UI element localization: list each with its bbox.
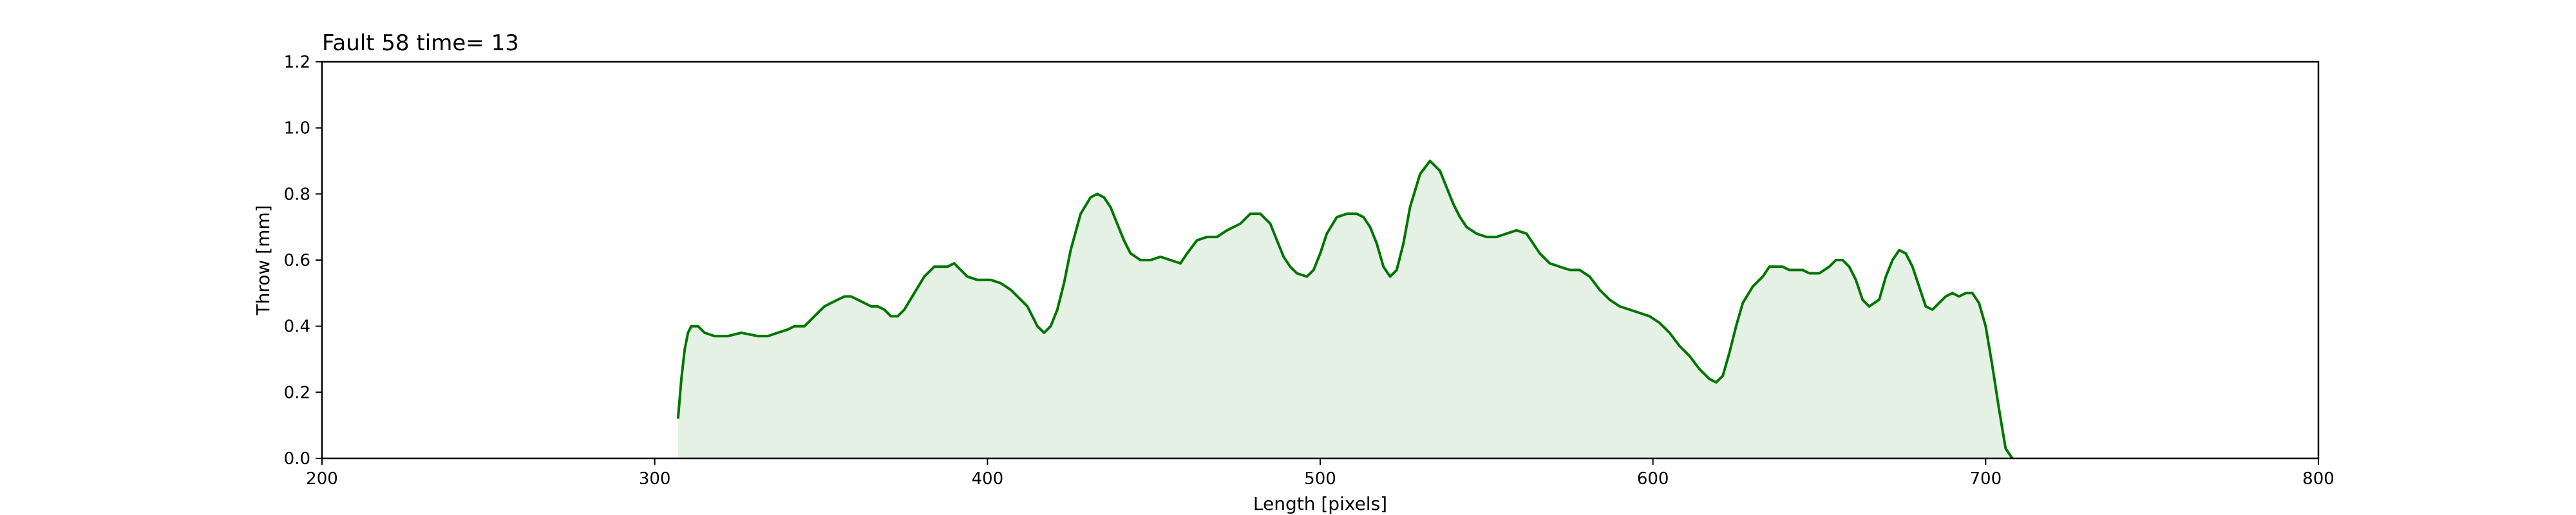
y-tick-label: 0.0: [284, 449, 310, 469]
axis-ticks: 200 300 400 500 600 700 800 0.0 0.2 0.4 0.6 0.8 1.0 1…: [284, 53, 2334, 489]
throw-area-fill: [677, 161, 2012, 458]
x-axis-label: Length [pixels]: [1253, 493, 1387, 514]
y-tick-label: 1.0: [284, 119, 310, 138]
x-tick-label: 200: [306, 469, 338, 489]
y-tick-label: 0.8: [284, 185, 310, 204]
y-tick-label: 0.6: [284, 251, 310, 270]
x-tick-label: 400: [972, 469, 1004, 489]
x-tick-label: 700: [1970, 469, 2002, 489]
x-tick-label: 800: [2302, 469, 2334, 489]
throw-series-line: [676, 160, 2014, 460]
x-tick-label: 600: [1637, 469, 1669, 489]
plot-area: [676, 160, 2014, 460]
y-axis-label: Throw [mm]: [252, 205, 274, 315]
y-tick-label: 0.2: [284, 383, 310, 402]
y-tick-label: 1.2: [284, 53, 310, 72]
x-tick-label: 300: [639, 469, 671, 489]
chart-title: Fault 58 time= 13: [322, 30, 519, 56]
y-tick-label: 0.4: [284, 317, 310, 337]
x-tick-label: 500: [1304, 469, 1336, 489]
